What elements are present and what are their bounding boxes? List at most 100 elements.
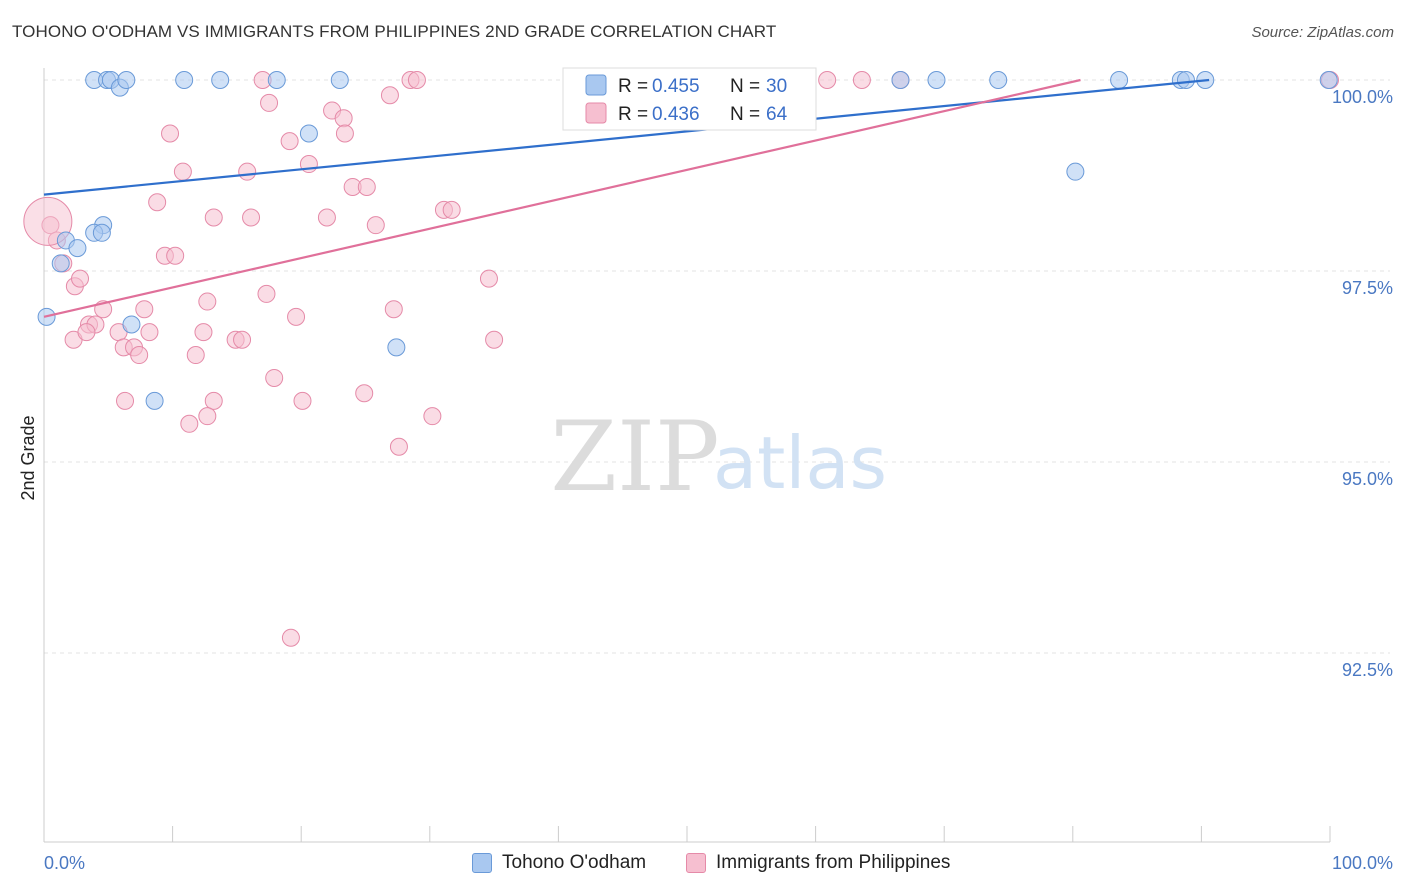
philippines-point-22 [204, 208, 223, 227]
philippines-point-61 [180, 414, 199, 433]
tohono-point-12 [927, 71, 946, 89]
philippines-point-21 [442, 200, 461, 219]
tohono-point-8 [299, 124, 318, 143]
philippines-point-33 [479, 269, 498, 288]
legend-n-label-blue: N = [730, 76, 760, 97]
tohono-point-22 [51, 254, 70, 273]
y-tick-label-2: 97.5% [1342, 278, 1393, 298]
watermark: ZIP atlas [550, 401, 887, 513]
philippines-point-59 [423, 407, 442, 426]
x-tick-label-0: 0.0% [44, 853, 85, 873]
tohono-point-6 [211, 71, 230, 89]
tohono-point-26 [122, 315, 141, 334]
philippines-point-25 [366, 216, 385, 235]
philippines-point-32 [71, 269, 90, 288]
tohono-point-7 [267, 71, 286, 89]
philippines-point-63 [281, 628, 300, 647]
philippines-point-57 [293, 391, 312, 410]
tohono-point-16 [1176, 71, 1195, 89]
philippines-point-48 [77, 323, 96, 342]
tohono-point-18 [1319, 71, 1338, 89]
bottom-legend-swatch-blue [472, 853, 492, 873]
philippines-point-37 [135, 300, 154, 319]
philippines-point-38 [287, 307, 306, 326]
philippines-point-3 [818, 71, 837, 89]
philippines-point-43 [140, 323, 159, 342]
philippines-point-11 [161, 124, 180, 143]
bottom-legend-item-philippines: Immigrants from Philippines [686, 852, 950, 874]
legend-n-label-pink: N = [730, 104, 760, 125]
tohono-point-28 [145, 391, 164, 410]
philippines-point-4 [852, 71, 871, 89]
philippines-point-35 [198, 292, 217, 311]
bottom-legend: Tohono O'odham Immigrants from Philippin… [0, 852, 1406, 878]
legend-n-value-blue: 30 [766, 76, 787, 97]
philippines-point-62 [389, 437, 408, 456]
tohono-point-19 [1066, 162, 1085, 181]
bottom-legend-label-tohono: Tohono O'odham [502, 852, 647, 873]
legend-r-label-blue: R = [618, 76, 648, 97]
watermark-zip: ZIP [550, 401, 719, 513]
legend-r-label-pink: R = [618, 104, 648, 125]
philippines-point-58 [355, 384, 374, 403]
y-axis-label: 2nd Grade [18, 415, 38, 500]
philippines-point-24 [317, 208, 336, 227]
watermark-atlas: atlas [713, 421, 887, 505]
trend-lines [43, 78, 1210, 318]
philippines-point-large [23, 196, 73, 246]
tohono-point-11 [891, 71, 910, 89]
philippines-point-44 [194, 323, 213, 342]
philippines-point-2 [407, 71, 426, 89]
series-philippines-points [23, 71, 1339, 647]
philippines-point-52 [186, 346, 205, 365]
tohono-point-4 [117, 71, 136, 89]
philippines-point-46 [233, 330, 252, 349]
philippines-point-39 [384, 300, 403, 319]
legend-swatch-pink [585, 102, 607, 124]
philippines-point-23 [242, 208, 261, 227]
philippines-trend-line [43, 78, 1081, 318]
x-tick-label-1: 100.0% [1332, 853, 1393, 873]
source-credit: Source: ZipAtlas.com [1251, 24, 1394, 41]
tohono-point-13 [989, 71, 1008, 89]
bottom-legend-swatch-pink [686, 853, 706, 873]
legend-r-value-pink: 0.436 [652, 104, 700, 125]
tohono-point-5 [175, 71, 194, 89]
tohono-point-29 [68, 239, 87, 258]
legend-r-value-blue: 0.455 [652, 76, 700, 97]
tohono-trend-line [43, 78, 1210, 196]
philippines-point-30 [166, 246, 185, 265]
bottom-legend-label-philippines: Immigrants from Philippines [716, 852, 951, 873]
philippines-point-51 [130, 346, 149, 365]
philippines-point-56 [204, 391, 223, 410]
axes [43, 68, 1331, 843]
y-tick-label-1: 95.0% [1342, 469, 1393, 489]
philippines-point-16 [238, 162, 257, 181]
philippines-point-7 [380, 86, 399, 105]
philippines-point-13 [335, 124, 354, 143]
philippines-point-10 [334, 109, 353, 128]
y-tick-label-3: 100.0% [1332, 87, 1393, 107]
philippines-point-19 [148, 193, 167, 212]
legend-n-value-pink: 64 [766, 104, 788, 125]
philippines-point-34 [257, 284, 276, 303]
philippines-point-15 [173, 162, 192, 181]
philippines-point-53 [485, 330, 504, 349]
philippines-point-18 [357, 177, 376, 196]
legend: R = 0.455 N = 30 R = 0.436 N = 64 [562, 67, 817, 131]
philippines-point-54 [265, 368, 284, 387]
philippines-point-55 [116, 391, 135, 410]
tohono-point-27 [387, 338, 406, 357]
philippines-point-60 [198, 407, 217, 426]
legend-swatch-blue [585, 74, 607, 96]
philippines-point-12 [280, 132, 299, 151]
tohono-point-24 [92, 223, 111, 242]
tohono-point-14 [1110, 71, 1129, 89]
y-tick-label-0: 92.5% [1342, 660, 1393, 680]
philippines-point-8 [260, 93, 279, 112]
tohono-point-9 [330, 71, 349, 89]
bottom-legend-item-tohono: Tohono O'odham [472, 852, 646, 874]
x-tick-labels: 0.0% 100.0% [44, 853, 1393, 873]
y-tick-labels: 92.5% 95.0% 97.5% 100.0% [1332, 87, 1393, 680]
